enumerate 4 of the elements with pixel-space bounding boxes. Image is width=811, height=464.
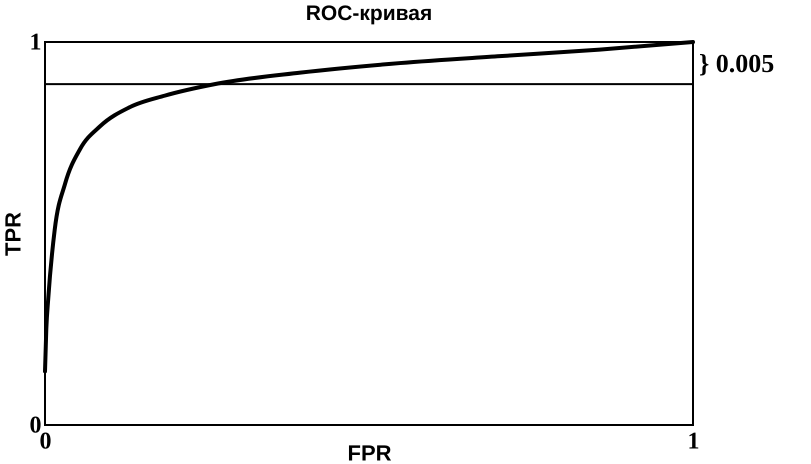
text: } 0.005 bbox=[699, 49, 774, 78]
chart-title: ROC-кривая bbox=[306, 2, 432, 25]
x-axis-title: FPR bbox=[348, 440, 392, 464]
y-axis-title: TPR bbox=[0, 212, 26, 256]
